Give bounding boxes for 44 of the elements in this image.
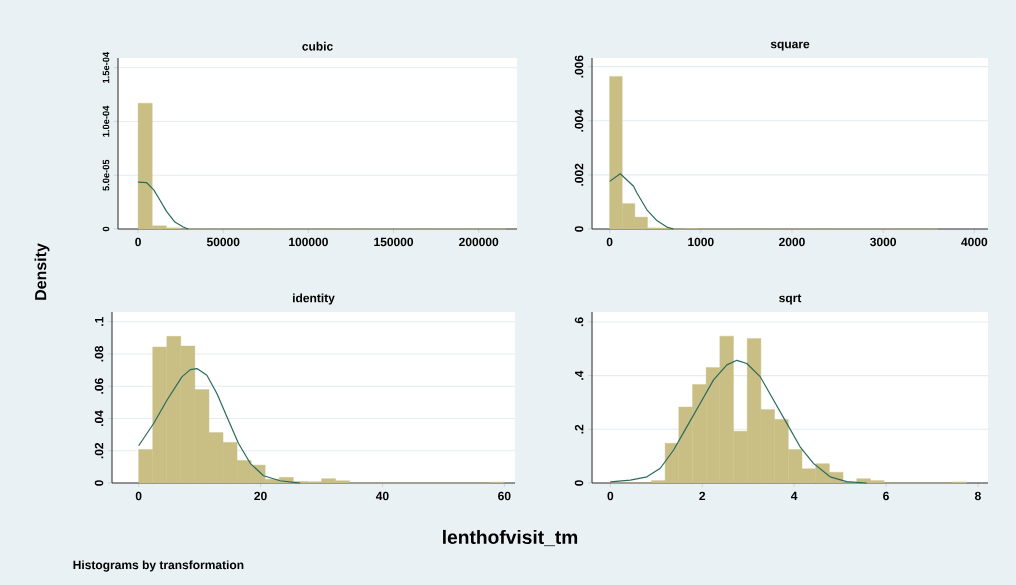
x-tick-label: 0	[135, 491, 142, 501]
x-tick-label: 40	[375, 491, 389, 501]
y-tick-label: 0	[574, 480, 584, 486]
x-tick-label: 4	[790, 491, 798, 500]
y-tick-label: 0	[94, 480, 104, 486]
x-tick-label: 60	[498, 491, 511, 501]
y-tick-label: 1.0e-04	[102, 105, 110, 137]
y-tick-label: .1	[95, 317, 104, 326]
text: Histograms by transformation	[73, 560, 244, 572]
x-tick-label: 6	[883, 491, 889, 501]
y-tick-label: 1.5e-04	[102, 51, 110, 83]
y-tick-label: .006	[574, 55, 584, 78]
y-axis-title: Density	[34, 243, 50, 300]
x-tick-label: 2000	[779, 237, 805, 247]
x-tick-label: 0	[607, 491, 614, 501]
y-tick-label: .002	[574, 163, 584, 186]
y-tick-label: 0	[574, 226, 584, 232]
x-tick-label: 1000	[688, 237, 714, 247]
y-tick-label: 0	[102, 226, 110, 232]
x-tick-label: 4000	[961, 237, 988, 247]
y-tick-label: .2	[574, 424, 584, 434]
y-tick-label: .6	[574, 317, 584, 327]
y-tick-label: .004	[574, 109, 584, 132]
y-tick-label: .02	[94, 442, 104, 459]
x-tick-label: 8	[974, 491, 981, 501]
chart-title: sqrt	[779, 294, 802, 305]
y-tick-label: .04	[94, 410, 104, 426]
x-tick-label: 20	[254, 491, 267, 501]
x-tick-label: 100000	[289, 237, 328, 247]
y-tick-label: .4	[575, 370, 584, 380]
y-tick-label: .06	[94, 378, 104, 394]
x-tick-label: 200000	[459, 237, 499, 247]
x-tick-label: 0	[606, 237, 613, 247]
y-tick-label: .08	[94, 345, 104, 362]
x-axis-title: lenthofvisit_tm	[443, 529, 578, 547]
y-tick-label: 5.0e-05	[102, 159, 110, 191]
x-tick-label: 3000	[870, 237, 897, 247]
chart-title: square	[770, 41, 810, 51]
x-tick-label: 50000	[206, 237, 240, 247]
x-tick-label: 150000	[374, 237, 414, 247]
x-tick-label: 2	[699, 491, 706, 501]
x-tick-label: 0	[135, 237, 141, 247]
chart-title: cubic	[302, 41, 333, 51]
chart-title: identity	[293, 293, 335, 305]
